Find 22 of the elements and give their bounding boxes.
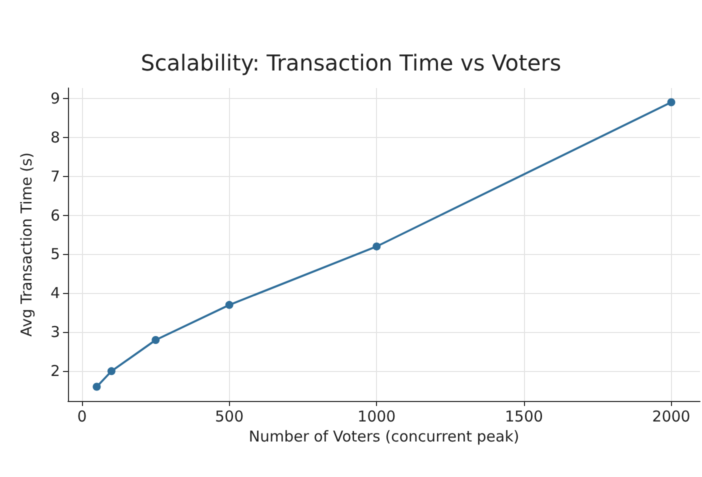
- point: [372, 242, 381, 250]
- point: [225, 300, 234, 309]
- point: [667, 98, 676, 106]
- x-tick-label: 1500: [504, 408, 544, 426]
- point: [107, 367, 116, 376]
- y-tick-label: 4: [50, 284, 60, 302]
- y-tick-label: 2: [50, 362, 60, 380]
- y-tick-label: 6: [50, 206, 60, 224]
- x-tick-label: 2000: [652, 408, 690, 426]
- x-tick-label: 0: [77, 408, 87, 426]
- chart-title: Scalability: Transaction Time vs Voters: [140, 52, 562, 76]
- point: [92, 382, 101, 391]
- y-tick-label: 3: [50, 323, 60, 342]
- y-tick-label: 8: [50, 128, 60, 146]
- y-tick-label: 5: [50, 245, 60, 264]
- x-tick-label: 500: [214, 408, 244, 426]
- y-axis-title: Avg Transaction Time (s): [18, 152, 36, 337]
- point: [152, 336, 160, 344]
- y-tick-label: 9: [50, 89, 60, 108]
- x-tick-label: 1000: [358, 408, 396, 426]
- x-axis-title: Number of Voters (concurrent peak): [248, 427, 520, 446]
- y-tick-label: 7: [50, 167, 60, 186]
